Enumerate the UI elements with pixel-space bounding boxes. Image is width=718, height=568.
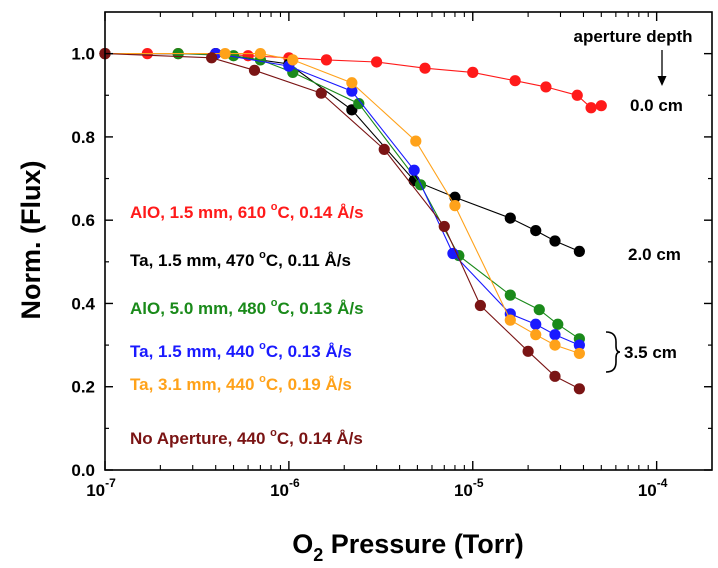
data-point <box>549 339 561 351</box>
data-point <box>509 75 521 87</box>
data-point <box>573 383 585 395</box>
data-point <box>419 62 431 74</box>
legend-entry: Ta, 1.5 mm, 440 oC, 0.13 Å/s <box>130 340 352 361</box>
y-tick-label: 1.0 <box>71 45 95 64</box>
data-point <box>540 81 552 93</box>
data-point <box>219 48 231 60</box>
depth-label-0-0cm: 0.0 cm <box>630 96 683 115</box>
data-point <box>522 345 534 357</box>
legend-entry: AlO, 5.0 mm, 480 oC, 0.13 Å/s <box>130 297 364 318</box>
data-point <box>573 347 585 360</box>
x-tick-label: 10-6 <box>270 476 300 500</box>
legend-entry: AlO, 1.5 mm, 610 oC, 0.14 Å/s <box>130 201 364 222</box>
data-point <box>467 66 479 78</box>
data-point <box>438 220 450 233</box>
data-point <box>410 135 422 147</box>
data-point <box>206 52 218 64</box>
data-point <box>530 224 542 237</box>
data-point <box>320 54 333 66</box>
aperture-depth-header: aperture depth <box>573 27 692 46</box>
y-tick-label: 0.4 <box>71 294 95 313</box>
data-point <box>315 87 327 99</box>
series-line <box>104 53 580 390</box>
data-point <box>549 235 561 247</box>
data-point <box>346 85 358 97</box>
data-point <box>530 329 542 341</box>
y-tick-label: 0.2 <box>71 378 95 397</box>
aperture-arrow <box>657 50 667 86</box>
data-point <box>346 77 358 89</box>
y-tick-label: 0.8 <box>71 128 95 147</box>
depth-label-3-5cm: 3.5 cm <box>624 343 677 362</box>
data-point <box>585 102 597 114</box>
data-point <box>533 304 545 316</box>
data-point <box>504 314 516 326</box>
data-point <box>573 245 585 258</box>
data-point <box>530 318 542 330</box>
data-point <box>353 98 365 110</box>
data-point <box>571 89 583 101</box>
data-point <box>254 48 266 60</box>
data-point <box>504 289 516 301</box>
y-axis-title: Norm. (Flux) <box>16 161 46 320</box>
data-point <box>371 56 383 68</box>
data-point <box>287 54 299 66</box>
y-tick-label: 0.0 <box>71 461 95 480</box>
plot-frame <box>104 11 713 471</box>
data-point <box>248 64 261 76</box>
data-point <box>504 212 516 224</box>
legend-entry: Ta, 3.1 mm, 440 oC, 0.19 Å/s <box>130 373 352 394</box>
data-point <box>378 143 390 155</box>
data-point <box>549 370 561 382</box>
data-point <box>408 164 420 176</box>
x-tick-label: 10-7 <box>86 476 116 500</box>
data-point <box>474 299 486 312</box>
x-tick-label: 10-5 <box>454 476 484 500</box>
data-point <box>227 50 240 62</box>
depth-label-2-0cm: 2.0 cm <box>628 245 681 264</box>
axes: 0.0 0.2 0.4 0.6 0.8 1.0 10-7 10-6 10-5 10-4 <box>71 11 713 500</box>
data-point <box>552 318 564 330</box>
data-point <box>595 100 607 112</box>
y-tick-label: 0.6 <box>71 211 95 230</box>
x-axis-title: O2 Pressure (Torr) <box>292 529 524 565</box>
data-point <box>549 329 561 341</box>
x-tick-label: 10-4 <box>638 476 668 500</box>
legend: AlO, 1.5 mm, 610 oC, 0.14 Å/s Ta, 1.5 mm,… <box>130 201 364 448</box>
data-point <box>573 339 585 351</box>
data-point <box>449 200 461 212</box>
legend-entry: No Aperture, 440 oC, 0.14 Å/s <box>130 427 363 448</box>
depth-bracket <box>605 331 621 373</box>
legend-entry: Ta, 1.5 mm, 470 oC, 0.11 Å/s <box>130 249 351 270</box>
